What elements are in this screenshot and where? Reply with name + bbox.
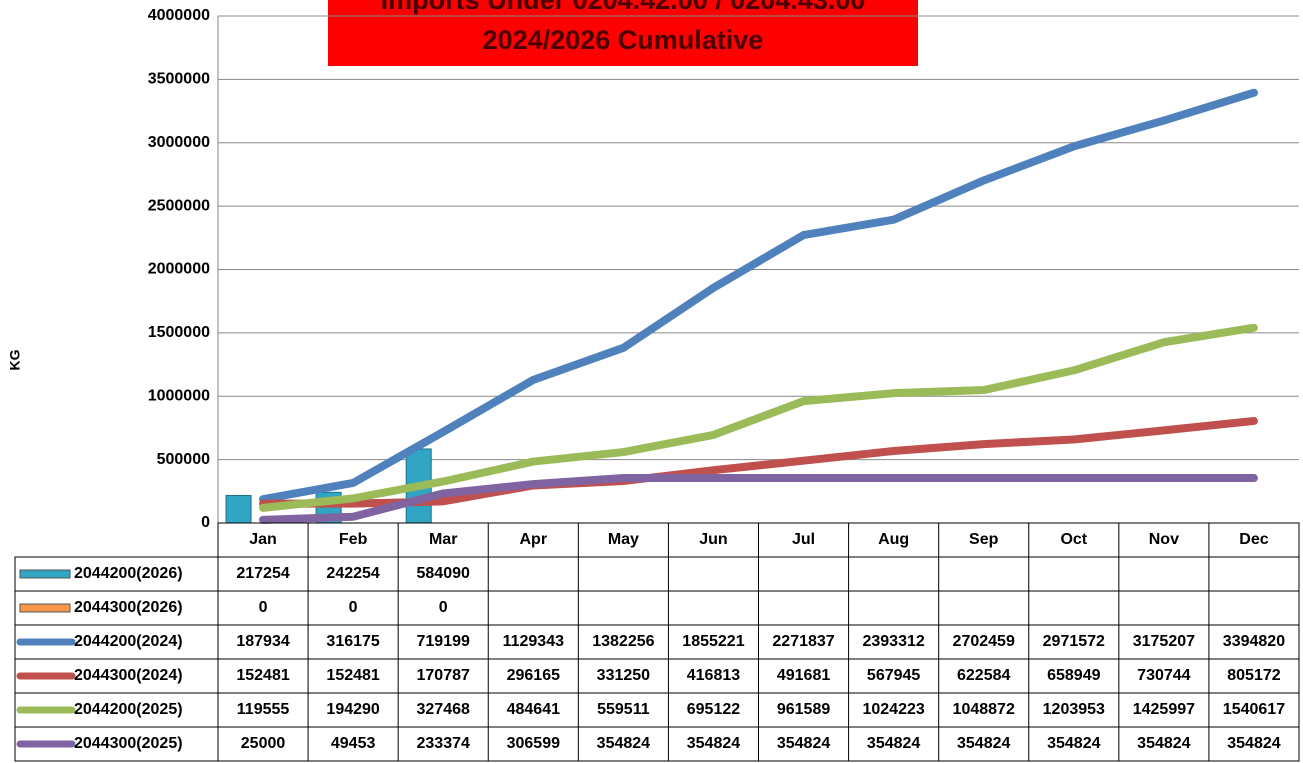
table-value: 1203953 [1043, 701, 1105, 718]
x-tick-label: May [608, 531, 639, 548]
x-tick-label: Apr [520, 531, 548, 548]
table-value: 484641 [507, 701, 560, 718]
legend-label: 2044200(2024) [74, 633, 183, 650]
table-value: 354824 [777, 735, 830, 752]
table-value: 695122 [687, 701, 740, 718]
y-tick-label: 0 [201, 514, 210, 531]
table-value: 194290 [326, 701, 379, 718]
line-series [259, 323, 1258, 512]
table-value: 327468 [417, 701, 470, 718]
table-value: 242254 [326, 565, 379, 582]
y-tick-label: 3000000 [148, 134, 210, 151]
y-tick-label: 2500000 [148, 197, 210, 214]
x-tick-label: Oct [1060, 531, 1087, 548]
table-value: 25000 [241, 735, 286, 752]
x-tick-label: Aug [878, 531, 909, 548]
table-value: 2271837 [772, 633, 834, 650]
table-value: 296165 [507, 667, 560, 684]
table-value: 559511 [597, 701, 650, 718]
x-tick-label: Mar [429, 531, 457, 548]
table-value: 491681 [777, 667, 830, 684]
x-tick-label: Jul [792, 531, 815, 548]
x-tick-label: Nov [1149, 531, 1179, 548]
table-value: 584090 [417, 565, 470, 582]
table-value: 1129343 [503, 633, 565, 650]
table-value: 354824 [597, 735, 650, 752]
legend-label: 2044200(2025) [74, 701, 183, 718]
x-tick-label: Jun [699, 531, 727, 548]
legend-label: 2044300(2025) [74, 735, 183, 752]
legend-label: 2044200(2026) [74, 565, 183, 582]
table-value: 331250 [597, 667, 650, 684]
table-value: 306599 [507, 735, 560, 752]
table-value: 1048872 [953, 701, 1015, 718]
table-value: 1855221 [682, 633, 744, 650]
y-tick-label: 3500000 [148, 71, 210, 88]
table-value: 49453 [331, 735, 376, 752]
table-value: 3175207 [1133, 633, 1195, 650]
table-value: 217254 [236, 565, 289, 582]
table-value: 152481 [236, 667, 289, 684]
y-tick-label: 2000000 [148, 261, 210, 278]
x-tick-label: Sep [969, 531, 999, 548]
table-value: 658949 [1047, 667, 1100, 684]
table-value: 1024223 [862, 701, 924, 718]
table-value: 0 [349, 599, 358, 616]
table-value: 354824 [1137, 735, 1190, 752]
table-value: 567945 [867, 667, 920, 684]
table-value: 354824 [867, 735, 920, 752]
title-box [328, 0, 918, 66]
table-value: 354824 [957, 735, 1010, 752]
table-value: 416813 [687, 667, 740, 684]
chart-subtitle: 2024/2026 Cumulative [483, 25, 764, 55]
table-value: 354824 [1047, 735, 1100, 752]
line-series [259, 474, 1258, 524]
table-value: 622584 [957, 667, 1010, 684]
table-value: 119555 [237, 701, 290, 718]
y-tick-label: 1000000 [148, 387, 210, 404]
y-axis-label: KG [7, 349, 23, 370]
table-value: 316175 [326, 633, 379, 650]
table-value: 719199 [417, 633, 470, 650]
table-value: 0 [439, 599, 448, 616]
legend-label: 2044300(2024) [74, 667, 183, 684]
table-value: 2971572 [1043, 633, 1105, 650]
table-value: 2702459 [953, 633, 1015, 650]
table-value: 0 [259, 599, 268, 616]
legend-swatch [19, 603, 71, 613]
legend-label: 2044300(2026) [74, 599, 183, 616]
table-value: 805172 [1227, 667, 1280, 684]
table-value: 354824 [687, 735, 740, 752]
bar [225, 494, 252, 524]
legend-swatch [19, 569, 71, 579]
table-value: 187934 [236, 633, 289, 650]
table-value: 233374 [417, 735, 470, 752]
y-tick-label: 1500000 [148, 324, 210, 341]
chart-title: Imports Under 0204.42.00 / 0204.43.00 [381, 0, 866, 15]
line-series [259, 416, 1258, 508]
y-tick-label: 4000000 [148, 7, 210, 24]
table-value: 2393312 [862, 633, 924, 650]
table-value: 961589 [777, 701, 830, 718]
table-value: 1540617 [1223, 701, 1285, 718]
table-value: 152481 [326, 667, 379, 684]
y-tick-label: 500000 [157, 451, 210, 468]
x-tick-label: Dec [1239, 531, 1268, 548]
table-value: 1382256 [592, 633, 654, 650]
table-value: 354824 [1227, 735, 1280, 752]
table-value: 1425997 [1133, 701, 1195, 718]
table-value: 730744 [1137, 667, 1190, 684]
line-series [259, 88, 1258, 504]
x-tick-label: Feb [339, 531, 368, 548]
table-value: 170787 [417, 667, 470, 684]
x-tick-label: Jan [249, 531, 277, 548]
table-value: 3394820 [1223, 633, 1285, 650]
